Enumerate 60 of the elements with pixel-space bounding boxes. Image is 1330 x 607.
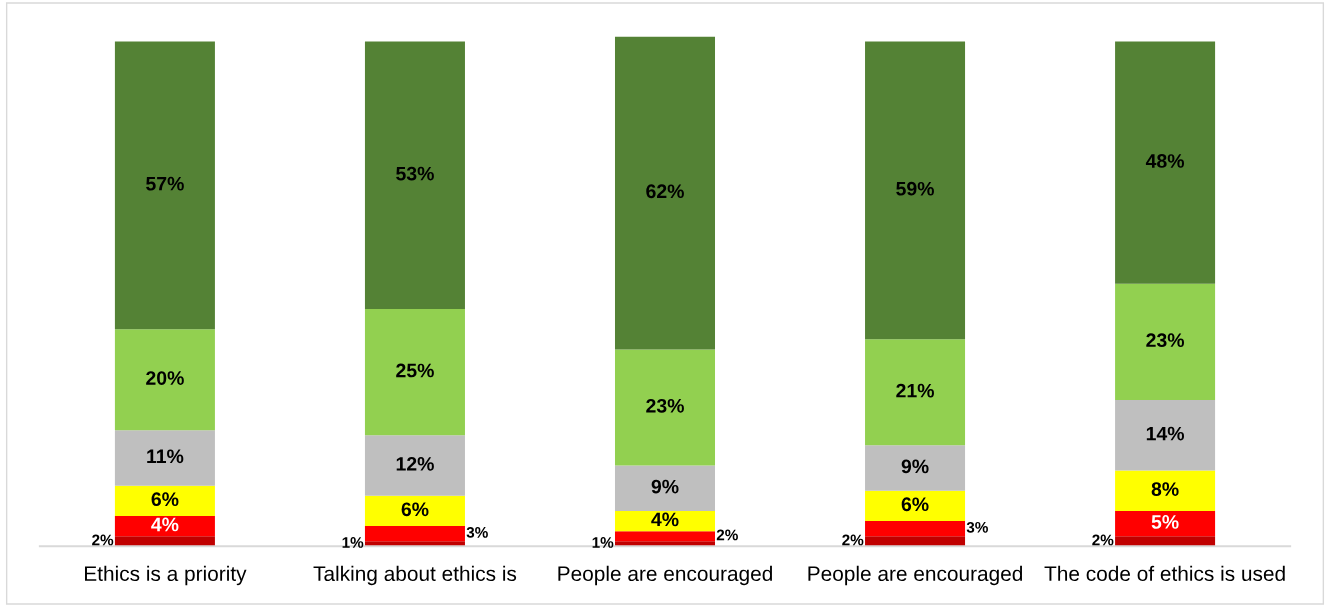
data-label: 6% [151,492,179,507]
data-label: 2% [716,529,738,541]
bar [364,495,465,527]
data-label: 5% [1151,515,1179,529]
bar [614,465,716,511]
bar [364,435,465,496]
data-label: 11% [147,449,184,464]
bar [865,445,966,491]
data-label: 4% [651,512,679,527]
data-label: 2% [842,534,864,546]
data-label: 12% [396,456,434,471]
data-label: 57% [146,176,184,191]
bar [1115,399,1216,471]
bar [614,36,716,350]
x-tick-label: Talking about ethics is [313,565,517,586]
x-tick-label: People are encouraged [808,565,1023,586]
bar [1115,41,1216,284]
bar [114,430,215,486]
data-label: 48% [1145,154,1185,168]
bar [114,41,215,330]
data-label: 20% [146,371,184,385]
data-label: 23% [646,398,684,413]
x-tick-label: The code of ethics is used [1044,565,1285,582]
bar [865,339,966,446]
data-label: 62% [646,184,684,199]
bar [614,531,716,542]
bar [865,490,966,522]
bar [114,485,215,517]
x-tick-label: People are encouraged [558,565,772,586]
data-label: 2% [92,534,114,546]
data-label: 25% [396,363,434,378]
x-tick-label: Ethics is a priority [85,565,247,586]
data-label: 59% [896,181,934,196]
data-label: 1% [592,537,614,548]
data-label: 9% [901,459,929,474]
data-label: 1% [342,537,364,548]
data-label: 14% [1146,426,1185,441]
data-label: 6% [901,497,929,512]
bar [865,521,966,537]
bar [614,349,716,466]
data-label: 9% [651,479,679,494]
data-label: 4% [151,517,179,532]
data-label: 6% [401,502,429,517]
bar [364,309,465,436]
data-label: 53% [396,166,434,181]
bar [364,526,465,542]
bar [614,510,716,532]
data-label: 3% [466,526,488,538]
data-label: 2% [1092,534,1114,546]
bar [364,41,465,310]
data-label: 21% [896,383,934,398]
data-label: 23% [1146,333,1185,348]
bar [1115,283,1216,400]
bar [865,41,966,340]
bar [1115,470,1216,511]
data-label: 3% [966,521,988,533]
data-label: 8% [1151,482,1179,496]
bar [114,329,215,431]
bar [1115,510,1216,537]
bar [114,516,215,537]
